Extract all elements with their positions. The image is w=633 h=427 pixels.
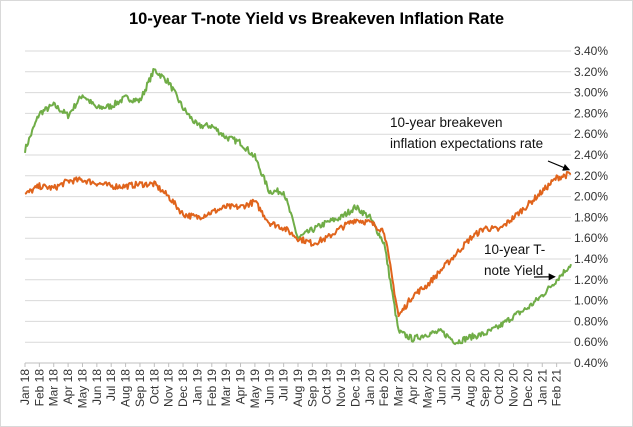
x-tick-label: Jul 20: [449, 369, 463, 401]
x-tick-label: May 18: [75, 369, 89, 409]
x-tick-label: Jun 19: [262, 369, 276, 405]
x-tick-label: Apr 20: [406, 369, 420, 405]
x-tick-label: Jun 18: [90, 369, 104, 405]
x-tick-label: Jan 19: [190, 369, 204, 405]
x-tick-label: Feb 19: [205, 369, 219, 407]
x-tick-label: Nov 19: [334, 369, 348, 407]
y-tick-label: 1.40%: [574, 252, 608, 266]
y-tick-label: 3.40%: [574, 44, 608, 58]
series-line-10-year-breakeven-inflation-expectations-rate: [24, 171, 572, 318]
x-tick-label: Dec 19: [348, 369, 362, 407]
x-tick-label: Mar 20: [392, 369, 406, 407]
x-tick-label: Apr 19: [234, 369, 248, 405]
x-tick-label: Jun 20: [435, 369, 449, 405]
x-tick-label: Nov 18: [162, 369, 176, 407]
x-tick-label: Dec 18: [176, 369, 190, 407]
annotation-text: note Yield: [484, 263, 543, 278]
annotation-arrow: [547, 160, 571, 171]
y-tick-label: 0.40%: [574, 356, 608, 370]
y-tick-label: 0.60%: [574, 335, 608, 349]
x-tick-label: Aug 18: [119, 369, 133, 407]
y-tick-label: 0.80%: [574, 314, 608, 328]
chart-title: 10-year T-note Yield vs Breakeven Inflat…: [128, 10, 505, 28]
x-tick-label: Apr 18: [61, 369, 75, 405]
y-tick-label: 3.20%: [574, 65, 608, 79]
x-tick-label: Sep 20: [478, 369, 492, 407]
x-tick-label: Feb 21: [550, 369, 564, 407]
y-tick-label: 3.00%: [574, 86, 608, 100]
x-tick-label: May 19: [248, 369, 262, 409]
x-tick-label: Jan 18: [18, 369, 32, 405]
x-tick-label: Jan 21: [535, 369, 549, 405]
x-tick-label: Oct 20: [492, 369, 506, 405]
y-tick-label: 2.00%: [574, 190, 608, 204]
y-tick-label: 1.60%: [574, 231, 608, 245]
x-tick-label: Jul 18: [104, 369, 118, 401]
x-tick-label: Aug 20: [463, 369, 477, 407]
annotation-text: inflation expectations rate: [390, 136, 543, 151]
x-tick-label: Feb 18: [32, 369, 46, 407]
y-tick-label: 2.60%: [574, 127, 608, 141]
series-line-10-year-t-note-yield: [24, 68, 572, 346]
y-tick-label: 1.00%: [574, 294, 608, 308]
y-tick-label: 2.40%: [574, 148, 608, 162]
annotation-text: 10-year T-: [484, 242, 545, 257]
y-tick-label: 2.20%: [574, 169, 608, 183]
y-tick-label: 1.80%: [574, 210, 608, 224]
x-tick-label: May 20: [420, 369, 434, 409]
x-tick-label: Dec 20: [521, 369, 535, 407]
x-tick-label: Sep 19: [305, 369, 319, 407]
y-tick-label: 1.20%: [574, 273, 608, 287]
x-tick-label: Feb 20: [377, 369, 391, 407]
y-tick-label: 2.80%: [574, 106, 608, 120]
x-tick-label: Mar 18: [47, 369, 61, 407]
x-tick-label: Aug 19: [291, 369, 305, 407]
x-tick-label: Sep 18: [133, 369, 147, 407]
x-tick-label: Oct 19: [320, 369, 334, 405]
annotation-text: 10-year breakeven: [390, 115, 503, 130]
x-tick-label: Jul 19: [277, 369, 291, 401]
x-tick-label: Mar 19: [219, 369, 233, 407]
x-tick-label: Jan 20: [363, 369, 377, 405]
x-tick-label: Oct 18: [147, 369, 161, 405]
x-tick-label: Nov 20: [507, 369, 521, 407]
